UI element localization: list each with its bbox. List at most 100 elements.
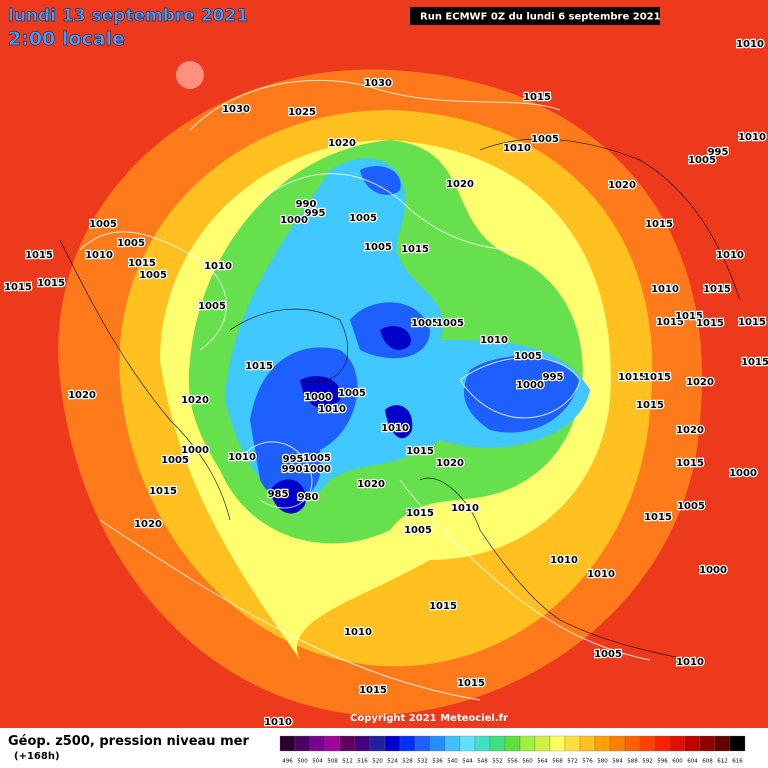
coastlines: [59, 138, 741, 661]
isobar-label: 1005: [198, 301, 226, 312]
colorbar-label: 568: [552, 759, 563, 765]
colorbar-label: 572: [567, 759, 578, 765]
isobar-label: 1020: [446, 179, 474, 190]
colorbar-label: 536: [432, 759, 443, 765]
isobar-label: 1015: [245, 361, 273, 372]
isobar-label: 1020: [686, 377, 714, 388]
isobar-label: 1015: [359, 685, 387, 696]
isobar-label: 1015: [457, 678, 485, 689]
coast: [59, 239, 231, 521]
colorbar-cell: [639, 735, 656, 752]
isobar-label: 1015: [645, 219, 673, 230]
isobar-label: 1015: [37, 278, 65, 289]
isobar-label: 1005: [161, 455, 189, 466]
isobar-label: 1015: [676, 458, 704, 469]
isobar-label: 1010: [318, 404, 346, 415]
colorbar: 496 500 504 508 512 516 520 524 528 532 536 540 544 5…: [279, 735, 746, 765]
date: lundi 13 septembre 2021: [8, 6, 248, 26]
isobar-label: 1000: [304, 392, 332, 403]
isobar-label: 1015: [644, 512, 672, 523]
colorbar-cell: [624, 735, 641, 752]
colorbar-label: 608: [702, 759, 713, 765]
colorbar-cell: [339, 735, 356, 752]
isobar: [99, 519, 481, 701]
coast: [419, 477, 691, 661]
isobar-label: 1000: [516, 380, 544, 391]
isobar: [239, 441, 313, 509]
isobar-label: 1015: [696, 318, 724, 329]
colorbar-label: 540: [447, 759, 458, 765]
colorbar-label: 580: [597, 759, 608, 765]
isobar: [399, 479, 651, 661]
colorbar-label: 600: [672, 759, 683, 765]
field: [58, 61, 703, 716]
colorbar-label: 576: [582, 759, 593, 765]
colorbar-cell: [354, 735, 371, 752]
isobar-label: 1020: [357, 479, 385, 490]
isobar-label: 1010: [550, 555, 578, 566]
colorbar-cell: [324, 735, 341, 752]
isobar-label: 990: [282, 464, 303, 475]
isobar-label: 1015: [429, 601, 457, 612]
isobar-label: 1010: [381, 423, 409, 434]
colorbar-label: 528: [402, 759, 413, 765]
coast: [479, 138, 741, 301]
colorbar-cell: [699, 735, 716, 752]
isobar-label: 1015: [643, 372, 671, 383]
isobar-label: 1010: [738, 132, 766, 143]
colorbar-cell: [564, 735, 581, 752]
isobar-label: 1010: [204, 261, 232, 272]
isobar-label: 1015: [656, 317, 684, 328]
coast: [229, 308, 349, 383]
isobar-label: 1020: [68, 390, 96, 401]
isobar-label: 1005: [338, 388, 366, 399]
colorbar-label: 616: [732, 759, 743, 765]
isobar-label: 1005: [404, 525, 432, 536]
isobar-label: 1015: [406, 508, 434, 519]
isobar-label: 1020: [436, 458, 464, 469]
isobar-label: 1005: [139, 270, 167, 281]
isobar-label: 1010: [676, 657, 704, 668]
colorbar-label: 496: [282, 759, 293, 765]
colorbar-label: 504: [312, 759, 323, 765]
isobar-label: 1015: [618, 372, 646, 383]
time: 2:00 locale: [8, 28, 125, 50]
colorbar-label: 552: [492, 759, 503, 765]
run-box: [410, 7, 660, 25]
isobar-label: 980: [298, 492, 319, 503]
isobar-label: 1010: [503, 143, 531, 154]
colorbar-cell: [519, 735, 536, 752]
colorbar-cell: [459, 735, 476, 752]
isobar-label: 1015: [636, 400, 664, 411]
isobars: [79, 79, 651, 701]
colorbar-cell: [729, 735, 746, 752]
colorbar-label: 524: [387, 759, 398, 765]
isobar-label: 1005: [677, 501, 705, 512]
isobar-label: 1010: [85, 250, 113, 261]
isobar-label: 1005: [411, 318, 439, 329]
isobar-label: 995: [283, 454, 304, 465]
isobar-label: 1010: [651, 284, 679, 295]
colorbar-label: 548: [477, 759, 488, 765]
colorbar-cell: [414, 735, 431, 752]
isobar-label: 1020: [181, 395, 209, 406]
isobar-label: 1020: [134, 519, 162, 530]
isobar-label: 1015: [128, 258, 156, 269]
isobar-label: 1030: [364, 78, 392, 89]
colorbar-cell: [654, 735, 671, 752]
isobar: [189, 79, 561, 131]
colorbar-cell: [309, 735, 326, 752]
colorbar-label: 508: [327, 759, 338, 765]
isobar-label: 1000: [699, 565, 727, 576]
isobar-label: 1015: [523, 92, 551, 103]
isobar-label: 1015: [25, 250, 53, 261]
colorbar-cell: [489, 735, 506, 752]
colorbar-cell: [504, 735, 521, 752]
isobar-label: 1005: [349, 213, 377, 224]
colorbar-label: 544: [462, 759, 473, 765]
colorbar-label: 612: [717, 759, 728, 765]
isobar-label: 1020: [328, 138, 356, 149]
colorbar-label: 588: [627, 759, 638, 765]
